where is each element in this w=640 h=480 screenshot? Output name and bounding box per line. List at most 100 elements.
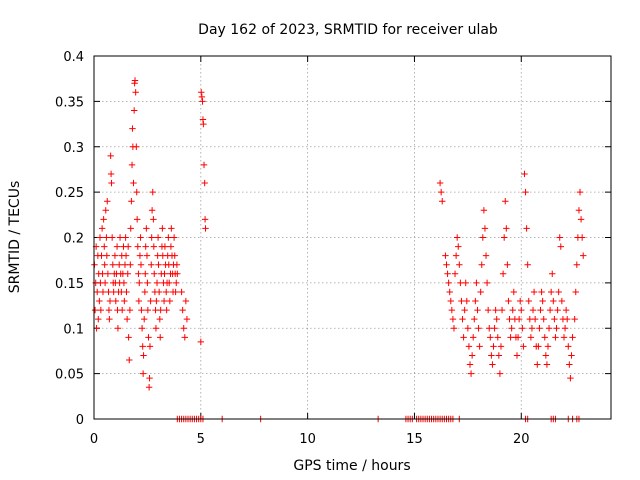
- data-point: [560, 334, 568, 341]
- data-point: [147, 297, 154, 305]
- data-point: [561, 325, 569, 332]
- data-point: [122, 234, 129, 241]
- data-point: [166, 297, 174, 305]
- data-point: [98, 252, 105, 259]
- data-point: [513, 352, 521, 359]
- plot-frame: [93, 55, 612, 420]
- data-point: [517, 297, 524, 305]
- x-axis-label: GPS time / hours: [293, 458, 410, 474]
- data-point: [131, 77, 139, 84]
- data-point: [150, 216, 157, 223]
- data-point: [111, 252, 119, 259]
- data-point: [530, 288, 538, 296]
- data-point: [459, 315, 466, 323]
- data-point: [467, 370, 475, 377]
- data-point: [451, 270, 459, 277]
- data-point: [526, 315, 534, 323]
- data-point: [149, 188, 156, 196]
- data-point: [133, 216, 141, 223]
- data-point: [567, 374, 574, 382]
- data-point: [482, 252, 490, 259]
- data-point: [566, 361, 573, 368]
- data-point: [480, 207, 488, 214]
- data-point: [151, 270, 158, 277]
- data-point: [198, 89, 205, 96]
- data-point: [144, 279, 151, 287]
- data-point: [137, 234, 144, 241]
- data-point: [455, 243, 462, 250]
- data-point: [546, 306, 554, 314]
- data-point: [101, 243, 108, 250]
- data-point: [520, 343, 527, 350]
- data-point: [499, 270, 507, 277]
- data-point: [157, 334, 164, 341]
- data-point: [108, 179, 115, 187]
- y-tick-label: 0.15: [55, 277, 84, 292]
- data-point: [470, 334, 477, 341]
- data-point: [505, 297, 512, 305]
- data-point: [489, 361, 496, 368]
- data-point: [199, 98, 206, 105]
- data-point: [497, 343, 505, 350]
- data-point: [481, 225, 489, 232]
- data-point: [144, 306, 152, 314]
- data-point: [521, 170, 528, 178]
- data-point: [474, 306, 481, 314]
- data-point: [554, 306, 561, 314]
- data-point: [99, 288, 107, 296]
- data-point: [96, 297, 103, 305]
- data-point: [537, 306, 544, 314]
- data-point: [525, 297, 532, 305]
- data-point: [123, 288, 130, 296]
- data-point: [170, 234, 178, 241]
- data-point: [508, 325, 515, 332]
- data-point: [447, 297, 454, 305]
- data-point: [145, 384, 153, 391]
- data-point: [153, 297, 160, 305]
- data-point: [107, 170, 115, 178]
- data-point: [180, 325, 187, 332]
- data-point: [106, 297, 114, 305]
- data-point: [437, 188, 445, 196]
- y-tick-label: 0.25: [55, 186, 84, 201]
- y-tick-label: 0.4: [63, 50, 84, 65]
- data-point: [564, 315, 571, 323]
- data-point: [166, 279, 173, 287]
- data-point: [568, 352, 575, 359]
- data-point: [155, 288, 163, 296]
- data-point: [492, 306, 499, 314]
- data-point: [135, 270, 142, 277]
- data-point: [103, 252, 111, 259]
- data-point: [444, 270, 451, 277]
- data-point: [562, 306, 570, 314]
- data-point: [113, 243, 121, 250]
- data-point: [94, 288, 101, 296]
- data-point: [486, 325, 493, 332]
- data-point: [527, 334, 535, 341]
- data-point: [165, 234, 172, 241]
- data-point: [114, 325, 122, 332]
- data-point: [182, 297, 190, 305]
- data-point: [473, 279, 480, 287]
- data-point: [461, 306, 468, 314]
- data-point: [479, 234, 487, 241]
- data-point: [547, 288, 555, 296]
- data-point: [506, 315, 513, 323]
- y-tick-label: 0.35: [55, 95, 84, 110]
- data-point: [557, 243, 564, 250]
- data-point: [156, 315, 163, 323]
- data-point: [439, 198, 446, 205]
- data-point: [488, 352, 495, 359]
- data-point: [171, 252, 178, 259]
- data-point: [201, 216, 209, 223]
- data-point: [178, 288, 185, 296]
- data-point: [112, 297, 119, 305]
- data-point: [121, 297, 128, 305]
- data-point: [105, 306, 113, 314]
- y-axis-label: SRMTID / TECUs: [7, 181, 23, 294]
- data-point: [544, 343, 552, 350]
- data-point: [167, 243, 175, 250]
- data-point: [127, 261, 134, 268]
- data-point: [534, 361, 541, 368]
- data-point: [95, 315, 102, 323]
